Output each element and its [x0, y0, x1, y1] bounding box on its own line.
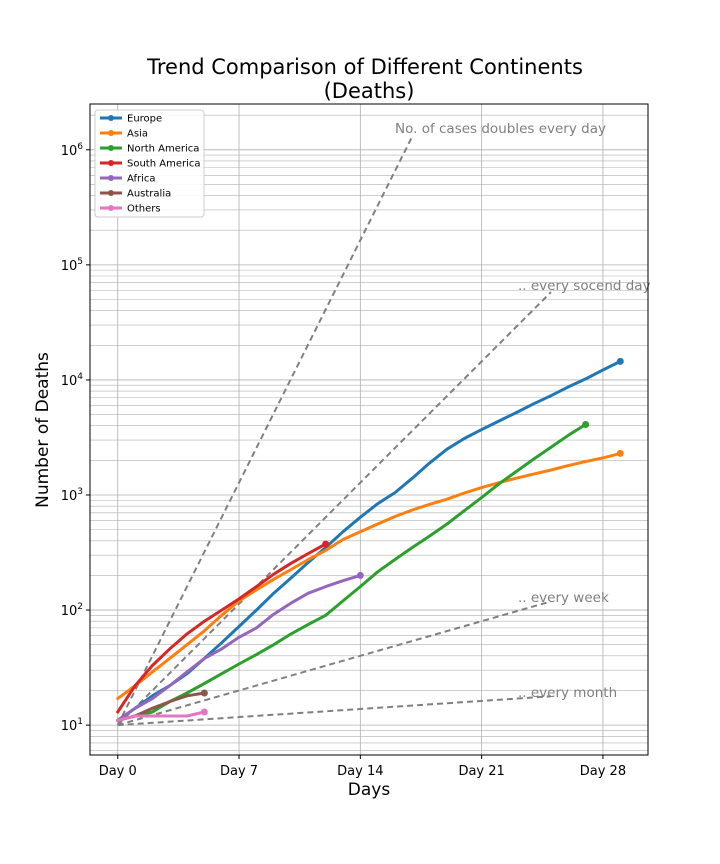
x-tick-label: Day 28 — [580, 764, 626, 779]
legend-box — [94, 109, 205, 218]
x-axis-ticks: Day 0 Day 7 Day 14 Day 21 Day 28 — [99, 755, 626, 779]
series-line-asia — [116, 451, 622, 701]
reference-lines: No. of cases doubles every day .. every s… — [116, 121, 651, 727]
y-tick-exponent: 3 — [77, 487, 83, 497]
plot-frame — [89, 103, 649, 756]
y-tick-label: 105 — [61, 257, 83, 274]
reference-line-label-2: .. every socend day — [518, 278, 651, 294]
y-tick-base: 10 — [61, 719, 78, 734]
legend: Europe Asia North America South America Afri… — [94, 109, 205, 218]
x-axis-label: Days — [348, 780, 391, 800]
legend-marker-africa — [108, 175, 114, 181]
legend-label-others: Others — [127, 204, 161, 215]
y-tick-exponent: 2 — [77, 602, 83, 612]
series-endpoint-south-america — [322, 540, 330, 548]
reference-line-2 — [117, 291, 552, 726]
legend-label-africa: Africa — [127, 174, 156, 185]
reference-line-4 — [117, 695, 552, 727]
legend-marker-europe — [108, 115, 114, 121]
reference-line-1 — [116, 135, 414, 726]
reference-line-label-3: .. every week — [518, 590, 609, 606]
series-endpoint-asia — [616, 449, 624, 457]
series-endpoint-africa — [356, 571, 364, 579]
y-tick-base: 10 — [61, 604, 78, 619]
legend-marker-others — [108, 205, 114, 211]
reference-line-label-4: .. every month — [518, 685, 617, 701]
legend-marker-asia — [108, 130, 114, 136]
series-line-africa — [116, 573, 362, 722]
legend-label-south-america: South America — [127, 159, 201, 170]
y-tick-base: 10 — [61, 489, 78, 504]
y-tick-label: 101 — [61, 717, 83, 734]
legend-marker-south-america — [108, 160, 114, 166]
y-tick-exponent: 4 — [77, 372, 83, 382]
x-tick-label: Day 14 — [337, 764, 383, 779]
reference-line-3 — [117, 600, 552, 727]
legend-label-asia: Asia — [127, 129, 148, 140]
legend-label-australia: Australia — [127, 189, 171, 200]
series-endpoint-others — [200, 708, 208, 716]
legend-marker-north-america — [108, 145, 114, 151]
series-line-north-america — [116, 423, 588, 722]
reference-line-label-1: No. of cases doubles every day — [395, 121, 606, 137]
y-tick-base: 10 — [61, 259, 78, 274]
y-tick-label: 103 — [61, 487, 83, 504]
chart-subtitle: (Deaths) — [324, 79, 415, 103]
y-tick-exponent: 6 — [77, 142, 83, 152]
y-tick-exponent: 1 — [77, 717, 83, 727]
series-line-others — [116, 710, 206, 722]
x-tick-label: Day 7 — [220, 764, 258, 779]
legend-label-europe: Europe — [127, 114, 162, 125]
series-line-south-america — [116, 542, 328, 714]
series-endpoint-europe — [616, 357, 624, 365]
grid-lines — [90, 104, 648, 755]
y-tick-label: 104 — [61, 372, 84, 389]
data-series — [116, 357, 624, 722]
y-tick-base: 10 — [61, 144, 78, 159]
y-axis-label: Number of Deaths — [33, 352, 53, 508]
y-tick-base: 10 — [61, 374, 78, 389]
legend-marker-australia — [108, 190, 114, 196]
chart-title: Trend Comparison of Different Continents — [146, 55, 583, 79]
series-endpoint-australia — [200, 689, 208, 697]
y-tick-label: 106 — [61, 142, 84, 159]
legend-label-north-america: North America — [127, 144, 199, 155]
y-tick-exponent: 5 — [77, 257, 83, 267]
series-endpoint-north-america — [582, 420, 590, 428]
x-tick-label: Day 21 — [458, 764, 504, 779]
y-tick-label: 102 — [61, 602, 83, 619]
x-tick-label: Day 0 — [99, 764, 137, 779]
